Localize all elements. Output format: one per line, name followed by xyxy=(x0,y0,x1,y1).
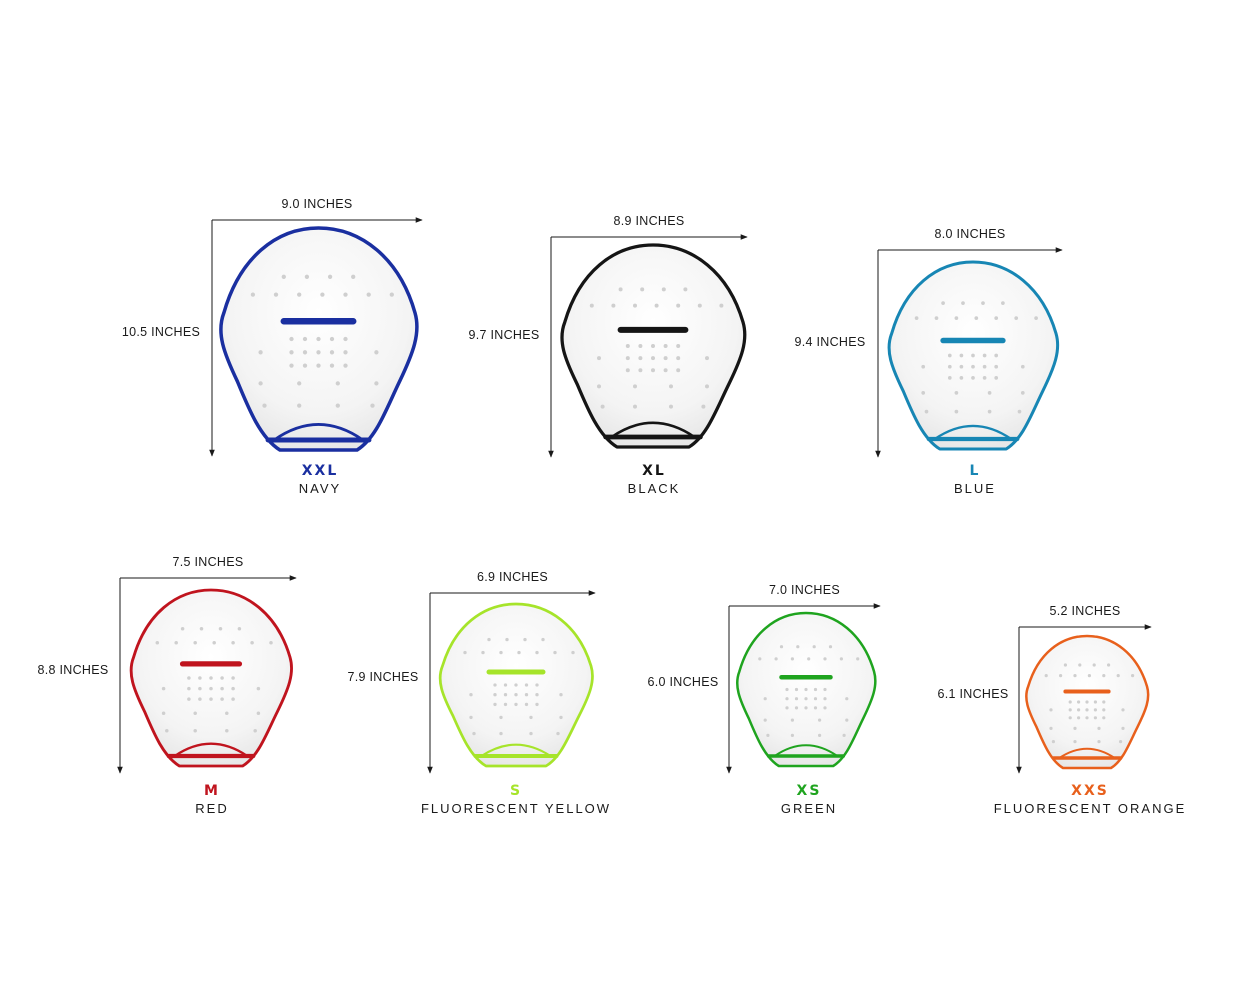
paddle-l: 8.0 INCHES 9.4 INCHES L BLUE xyxy=(794,227,1063,496)
width-label: 9.0 INCHES xyxy=(281,197,352,211)
paddle-xxl: 9.0 INCHES 10.5 INCHES XXL NAVY xyxy=(122,197,423,496)
width-label: 5.2 INCHES xyxy=(1049,604,1120,618)
color-name-label: FLUORESCENT ORANGE xyxy=(994,801,1187,816)
height-label: 6.0 INCHES xyxy=(647,675,718,689)
width-label: 7.0 INCHES xyxy=(769,583,840,597)
wrist-strap-loop xyxy=(774,744,838,757)
width-label: 8.9 INCHES xyxy=(613,214,684,228)
height-label: 10.5 INCHES xyxy=(122,325,200,339)
width-label: 8.0 INCHES xyxy=(934,227,1005,241)
color-name-label: GREEN xyxy=(781,801,837,816)
paddle-xxs: 5.2 INCHES 6.1 INCHES XXS FLUORESCENT ORANG… xyxy=(937,604,1187,816)
width-label: 7.5 INCHES xyxy=(172,555,243,569)
size-label: XL xyxy=(642,463,666,479)
wrist-strap-loop xyxy=(1058,747,1116,759)
color-name-label: BLACK xyxy=(628,481,681,496)
width-label: 6.9 INCHES xyxy=(477,570,548,584)
paddle-holes xyxy=(914,301,1038,414)
paddle-holes xyxy=(758,645,860,738)
size-label: XS xyxy=(797,783,822,799)
paddle-holes xyxy=(155,626,273,733)
height-label: 8.8 INCHES xyxy=(37,663,108,677)
paddle-holes xyxy=(589,287,724,409)
wrist-strap-loop xyxy=(934,424,1012,440)
color-name-label: FLUORESCENT YELLOW xyxy=(421,801,611,816)
wrist-strap-loop xyxy=(610,421,696,439)
size-label: XXL xyxy=(302,463,339,479)
paddle-s: 6.9 INCHES 7.9 INCHES S FLUORESCENT YELLOW xyxy=(347,570,611,816)
paddle-xs: 7.0 INCHES 6.0 INCHES XS GREEN xyxy=(647,583,881,816)
paddle-holes xyxy=(463,637,575,736)
size-label: S xyxy=(510,783,522,799)
paddle-holes xyxy=(250,274,394,408)
size-label: M xyxy=(204,783,220,799)
wrist-strap-loop xyxy=(174,742,248,757)
color-name-label: NAVY xyxy=(299,481,341,496)
size-label: XXS xyxy=(1071,783,1109,799)
height-label: 7.9 INCHES xyxy=(347,670,418,684)
paddle-xl: 8.9 INCHES 9.7 INCHES XL BLACK xyxy=(468,214,748,496)
wrist-strap-loop xyxy=(273,423,364,442)
paddle-holes xyxy=(1044,663,1135,744)
height-label: 9.4 INCHES xyxy=(794,335,865,349)
paddle-m: 7.5 INCHES 8.8 INCHES M RED xyxy=(37,555,297,816)
size-label: L xyxy=(970,463,981,479)
height-label: 6.1 INCHES xyxy=(937,687,1008,701)
height-label: 9.7 INCHES xyxy=(468,328,539,342)
wrist-strap-loop xyxy=(480,743,552,757)
color-name-label: RED xyxy=(195,801,228,816)
color-name-label: BLUE xyxy=(954,481,996,496)
